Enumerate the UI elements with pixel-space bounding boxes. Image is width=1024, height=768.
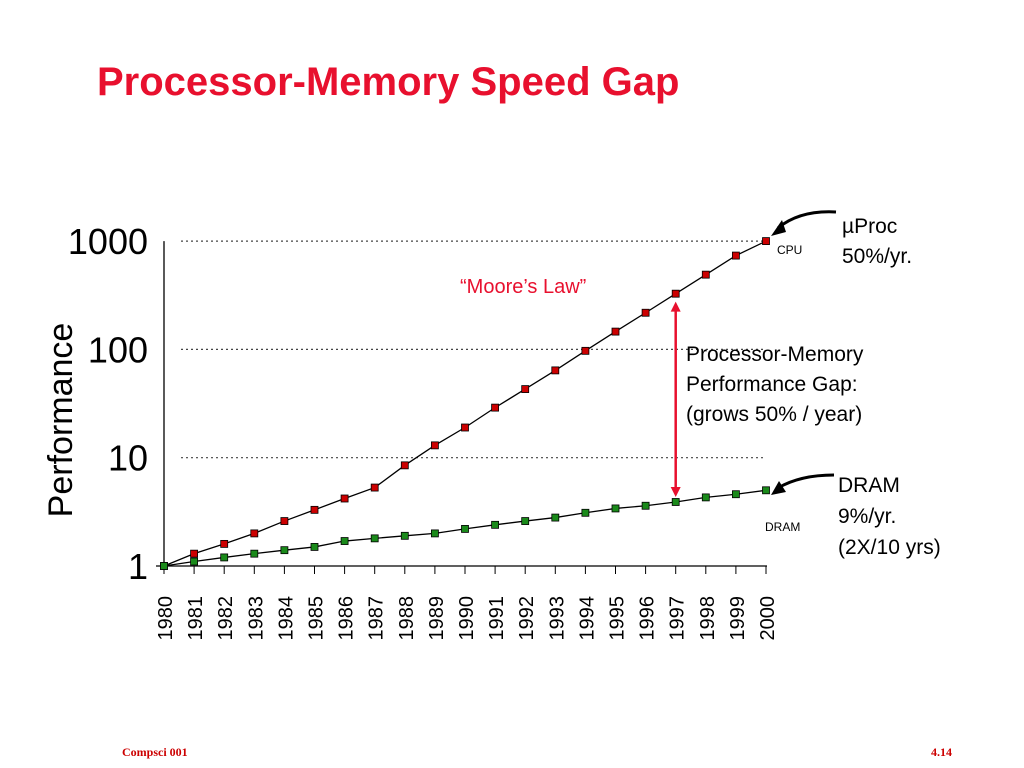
x-tick-label: 1997 <box>667 596 689 641</box>
cpu-data-point <box>611 327 620 336</box>
cpu-data-point <box>310 505 319 514</box>
x-tick-label: 1980 <box>155 596 177 641</box>
x-tick-label: 1982 <box>215 596 237 641</box>
annotations: “Moore’s Law” CPU DRAM µProc 50%/yr. DRA… <box>460 210 941 559</box>
dram-callout-text: DRAM 9%/yr. (2X/10 yrs) <box>838 474 941 559</box>
cpu-data-point <box>641 308 650 317</box>
dram-data-point <box>250 549 259 558</box>
dram-callout-line: (2X/10 yrs) <box>838 536 941 559</box>
dram-data-point <box>430 529 439 538</box>
dram-callout-arrow-icon <box>777 473 835 490</box>
dram-data-point <box>190 557 199 566</box>
x-tick-label: 2000 <box>757 596 779 641</box>
dram-data-point <box>280 546 289 555</box>
x-tick-label: 1992 <box>516 596 538 641</box>
cpu-data-point <box>370 483 379 492</box>
x-tick-label: 1990 <box>456 596 478 641</box>
cpu-callout-arrow-icon <box>777 210 837 230</box>
cpu-callout-line: µProc <box>842 215 897 238</box>
y-tick-label: 100 <box>88 329 148 370</box>
gap-arrowhead-up-icon <box>670 301 681 312</box>
cpu-arrowhead-icon <box>771 220 786 236</box>
y-tick-labels: 1 10 100 1000 <box>68 221 148 587</box>
y-axis-label: Performance <box>42 323 80 518</box>
y-tick-label: 1000 <box>68 221 148 262</box>
x-tick-label: 1985 <box>306 596 328 641</box>
x-tick-label: 1988 <box>396 596 418 641</box>
cpu-data-point <box>762 237 770 246</box>
dram-arrowhead-icon <box>771 481 786 495</box>
cpu-data-point <box>521 385 530 393</box>
x-tick-label: 1994 <box>576 596 598 641</box>
dram-data-point <box>521 517 530 525</box>
cpu-data-point <box>551 366 560 375</box>
gap-callout-text: Processor-Memory Performance Gap: (grows… <box>686 343 869 426</box>
x-tick-label: 1995 <box>607 596 629 641</box>
y-tick-label: 1 <box>128 546 148 587</box>
dram-data-point <box>581 508 590 517</box>
data-series <box>160 237 770 570</box>
grid-lines <box>181 240 766 459</box>
gap-callout-line: (grows 50% / year) <box>686 403 862 426</box>
cpu-data-point <box>701 270 710 279</box>
gap-arrowhead-down-icon <box>670 486 681 497</box>
dram-data-point <box>671 498 680 506</box>
gap-callout-line: Processor-Memory <box>686 343 864 366</box>
x-tick-label: 1998 <box>697 596 719 641</box>
moores-law-label: “Moore’s Law” <box>460 276 586 298</box>
cpu-data-point <box>732 251 740 260</box>
dram-callout-line: DRAM <box>838 474 900 497</box>
x-tick-label: 1993 <box>546 596 568 641</box>
cpu-data-point <box>400 461 409 470</box>
dram-data-point <box>340 537 349 545</box>
x-tick-label: 1987 <box>366 596 388 641</box>
dram-line-label: DRAM <box>765 520 800 534</box>
slide-title: Processor-Memory Speed Gap <box>97 60 680 104</box>
cpu-line-label: CPU <box>777 243 802 257</box>
cpu-callout-line: 50%/yr. <box>842 245 912 268</box>
dram-data-point <box>732 490 740 499</box>
x-tick-label: 1996 <box>637 596 659 641</box>
cpu-data-point <box>250 529 259 538</box>
x-tick-label: 1999 <box>727 596 749 641</box>
dram-data-point <box>370 534 379 543</box>
cpu-data-point <box>491 403 500 412</box>
dram-data-point <box>491 520 500 529</box>
dram-data-point <box>762 486 770 495</box>
dram-data-point <box>611 504 620 513</box>
chart-axes <box>156 241 767 567</box>
x-tick-label: 1991 <box>486 596 508 641</box>
dram-data-point <box>220 553 229 562</box>
y-tick-label: 10 <box>108 438 148 479</box>
dram-data-point <box>310 543 319 551</box>
x-tick-label: 1983 <box>245 596 267 641</box>
dram-data-point <box>701 493 710 502</box>
cpu-data-point <box>190 549 199 558</box>
x-tick-label: 1989 <box>426 596 448 641</box>
dram-data-point <box>551 513 560 522</box>
cpu-data-point <box>581 346 590 355</box>
gap-callout-line: Performance Gap: <box>686 373 858 396</box>
dram-data-point <box>160 562 168 570</box>
dram-data-point <box>641 501 650 510</box>
x-tick-label: 1981 <box>185 596 207 641</box>
footer-course-name: Compsci 001 <box>122 745 188 759</box>
dram-data-point <box>461 525 469 533</box>
cpu-data-point <box>461 423 469 432</box>
cpu-callout-text: µProc 50%/yr. <box>842 215 912 268</box>
cpu-data-point <box>340 494 349 503</box>
dram-callout-line: 9%/yr. <box>838 505 896 528</box>
cpu-data-point <box>671 289 680 298</box>
x-tick-labels: 1980 1981 1982 1983 1984 1985 1986 1987 1988 1989… <box>155 566 779 641</box>
x-tick-label: 1986 <box>336 596 358 641</box>
footer-slide-number: 4.14 <box>931 745 952 759</box>
cpu-data-point <box>430 441 439 450</box>
dram-data-point <box>400 531 409 540</box>
x-tick-label: 1984 <box>275 596 297 641</box>
cpu-data-point <box>220 539 229 548</box>
cpu-data-point <box>280 517 289 525</box>
